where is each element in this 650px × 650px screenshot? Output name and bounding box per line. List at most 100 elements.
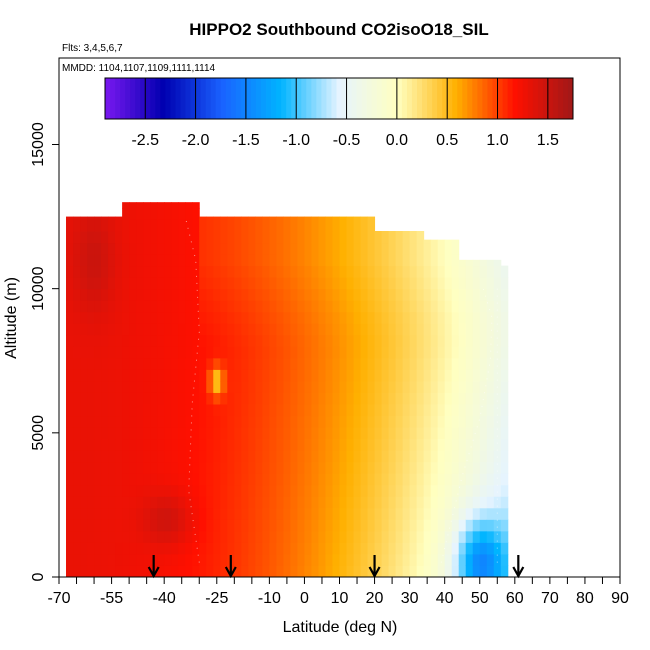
heat-cell — [241, 438, 249, 451]
heat-cell — [395, 438, 404, 451]
heat-cell — [248, 484, 256, 497]
heat-cell — [171, 346, 179, 359]
heat-cell — [486, 565, 495, 578]
heat-cell — [66, 254, 74, 267]
heat-cell — [465, 277, 474, 290]
heat-cell — [276, 415, 284, 428]
heat-cell — [255, 519, 263, 532]
heat-cell — [80, 530, 88, 543]
heat-cell — [353, 565, 362, 578]
heat-cell — [409, 380, 418, 393]
heat-cell — [101, 277, 109, 290]
heat-cell — [283, 392, 291, 405]
heat-cell — [353, 473, 362, 486]
heat-cell — [444, 461, 453, 474]
heat-cell — [353, 392, 362, 405]
heat-cell — [311, 277, 319, 290]
heat-cell — [143, 357, 151, 370]
heat-cell — [136, 300, 144, 313]
heat-cell — [332, 530, 340, 543]
heat-cell — [108, 300, 116, 313]
heat-cell — [101, 265, 109, 278]
heat-cell — [332, 231, 340, 244]
heat-cell — [73, 300, 81, 313]
heat-cell — [311, 530, 319, 543]
heat-cell — [304, 311, 312, 324]
heat-cell — [73, 565, 81, 578]
heat-cell — [276, 380, 284, 393]
heat-cell — [262, 542, 270, 555]
heat-cell — [423, 311, 432, 324]
heat-cell — [220, 542, 228, 555]
colorbar-segment — [291, 78, 297, 119]
heat-cell — [465, 311, 474, 324]
heat-cell — [465, 259, 474, 267]
heat-cell — [374, 415, 383, 428]
heat-cell — [276, 288, 284, 301]
heat-cell — [136, 357, 144, 370]
heat-cell — [458, 311, 467, 324]
heat-cell — [304, 277, 312, 290]
heat-cell — [388, 277, 397, 290]
heat-cell — [388, 346, 397, 359]
heat-cell — [101, 461, 109, 474]
heat-cell — [73, 346, 81, 359]
heat-cell — [206, 219, 214, 232]
heat-cell — [332, 507, 340, 520]
heat-cell — [192, 427, 200, 440]
heat-cell — [451, 239, 460, 244]
heat-cell — [332, 496, 340, 509]
heat-cell — [73, 219, 81, 232]
heat-cell — [206, 415, 214, 428]
heat-cell — [241, 496, 249, 509]
heat-cell — [444, 507, 453, 520]
heat-cell — [381, 300, 390, 313]
heat-cell — [325, 404, 333, 417]
heat-cell — [493, 404, 502, 417]
heat-cell — [479, 553, 488, 566]
heat-cell — [353, 507, 362, 520]
heat-cell — [297, 311, 305, 324]
heat-cell — [66, 219, 74, 232]
heat-cell — [262, 519, 270, 532]
heat-cell — [416, 288, 425, 301]
heat-cell — [325, 265, 333, 278]
heat-cell — [437, 239, 446, 244]
heat-cell — [192, 219, 200, 232]
heat-cell — [206, 507, 214, 520]
heat-cell — [374, 265, 383, 278]
heat-cell — [87, 334, 95, 347]
colorbar-segment — [225, 78, 232, 119]
heat-cell — [346, 542, 355, 555]
heat-cell — [136, 242, 144, 255]
heat-cell — [304, 450, 312, 463]
heat-cell — [304, 565, 312, 578]
heat-cell — [164, 288, 172, 301]
heat-cell — [262, 242, 270, 255]
heat-cell — [416, 484, 425, 497]
heat-cell — [500, 496, 509, 509]
heat-cell — [248, 461, 256, 474]
heat-cell — [437, 461, 446, 474]
heat-cell — [339, 450, 348, 463]
heat-cell — [122, 553, 130, 566]
heat-cell — [374, 438, 383, 451]
heat-cell — [262, 392, 270, 405]
heat-cell — [87, 219, 95, 232]
heat-cell — [136, 507, 144, 520]
heat-cell — [465, 300, 474, 313]
heat-cell — [290, 231, 298, 244]
colorbar-tick-label: -1.0 — [282, 132, 310, 149]
heat-cell — [276, 553, 284, 566]
heat-cell — [73, 450, 81, 463]
heat-cell — [199, 265, 207, 278]
heat-cell — [444, 346, 453, 359]
heat-cell — [234, 484, 242, 497]
heat-cell — [94, 242, 102, 255]
heat-cell — [269, 311, 277, 324]
heat-cell — [437, 542, 446, 555]
heat-cell — [325, 542, 333, 555]
heat-cell — [255, 484, 263, 497]
heat-cell — [283, 216, 291, 220]
colorbar-segment — [406, 78, 413, 119]
